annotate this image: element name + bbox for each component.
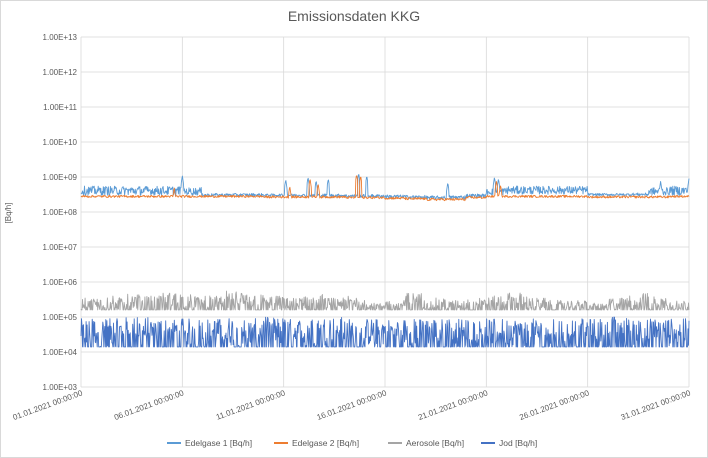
- x-tick-label: 21.01.2021 00:00:00: [417, 388, 490, 422]
- y-axis-label: [Bq/h]: [4, 203, 13, 224]
- y-tick-label: 1.00E+04: [43, 348, 78, 357]
- legend-entry: Jod [Bq/h]: [499, 438, 537, 448]
- legend: Edelgase 1 [Bq/h] Edelgase 2 [Bq/h] Aeroso…: [167, 438, 537, 448]
- series-line: [80, 175, 690, 202]
- x-tick-label: 31.01.2021 00:00:00: [620, 388, 693, 422]
- series-line: [80, 174, 690, 200]
- y-tick-label: 1.00E+06: [43, 278, 78, 287]
- legend-entry: Edelgase 2 [Bq/h]: [292, 438, 359, 448]
- y-tick-label: 1.00E+05: [43, 313, 78, 322]
- x-axis-ticks: 01.01.2021 00:00:00 06.01.2021 00:00:00 11…: [12, 388, 693, 422]
- y-tick-label: 1.00E+07: [43, 243, 78, 252]
- legend-entry: Edelgase 1 [Bq/h]: [185, 438, 252, 448]
- x-tick-label: 11.01.2021 00:00:00: [215, 388, 287, 422]
- y-tick-label: 1.00E+03: [43, 383, 78, 392]
- y-tick-label: 1.00E+10: [43, 138, 78, 147]
- y-tick-label: 1.00E+13: [43, 33, 78, 42]
- y-tick-label: 1.00E+12: [43, 68, 78, 77]
- y-tick-label: 1.00E+11: [43, 103, 77, 112]
- series-line: [80, 316, 690, 348]
- plot-area: [80, 174, 690, 348]
- y-tick-label: 1.00E+09: [43, 173, 78, 182]
- legend-entry: Aerosole [Bq/h]: [406, 438, 464, 448]
- series-line: [80, 290, 690, 311]
- x-tick-label: 01.01.2021 00:00:00: [12, 388, 85, 422]
- y-tick-label: 1.00E+08: [43, 208, 78, 217]
- x-tick-label: 16.01.2021 00:00:00: [316, 388, 389, 422]
- x-tick-label: 26.01.2021 00:00:00: [518, 388, 591, 422]
- x-tick-label: 06.01.2021 00:00:00: [113, 388, 186, 422]
- y-axis-ticks: 1.00E+03 1.00E+04 1.00E+05 1.00E+06 1.00E+07…: [43, 33, 78, 392]
- chart-title: Emissionsdaten KKG: [288, 8, 420, 24]
